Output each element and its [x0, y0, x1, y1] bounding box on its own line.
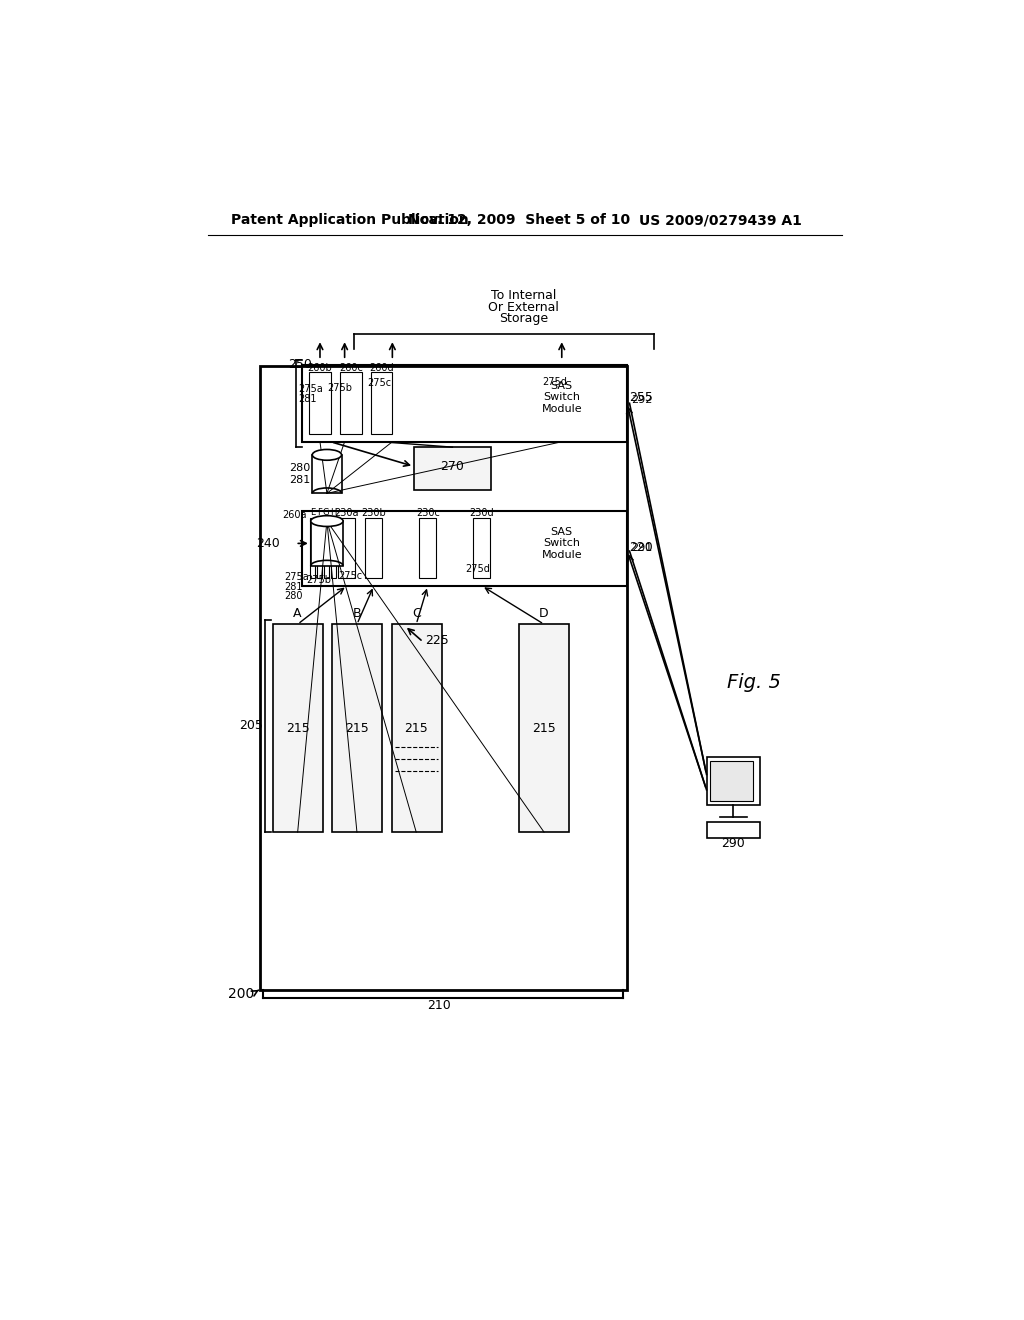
Text: Fig. 5: Fig. 5 — [727, 672, 781, 692]
Text: 281: 281 — [289, 475, 310, 486]
Text: 200: 200 — [227, 987, 254, 1001]
Text: 240: 240 — [256, 537, 280, 550]
Text: US 2009/0279439 A1: US 2009/0279439 A1 — [639, 213, 802, 227]
Text: 260c: 260c — [339, 363, 362, 372]
Text: 230d: 230d — [469, 508, 494, 517]
Text: 230a: 230a — [335, 508, 359, 517]
Bar — [371, 372, 392, 434]
Bar — [312, 455, 342, 494]
Text: Module: Module — [542, 404, 582, 413]
Text: 275b: 275b — [306, 576, 331, 585]
Bar — [419, 517, 436, 578]
Bar — [273, 624, 323, 832]
Text: 280: 280 — [289, 463, 310, 473]
Bar — [707, 822, 761, 838]
Text: Switch: Switch — [544, 539, 581, 548]
Text: 260d: 260d — [370, 363, 394, 372]
Text: 275c: 275c — [368, 379, 392, 388]
Text: 275a: 275a — [298, 384, 324, 395]
Text: 210: 210 — [427, 999, 451, 1012]
Text: Patent Application Publication: Patent Application Publication — [230, 213, 468, 227]
Text: 215: 215 — [345, 722, 369, 735]
Text: H: H — [330, 508, 336, 517]
Text: 275d: 275d — [466, 564, 490, 574]
Text: 291: 291 — [631, 543, 652, 553]
Text: 215: 215 — [404, 722, 428, 735]
Bar — [391, 624, 441, 832]
Text: F: F — [316, 508, 322, 517]
Bar — [310, 517, 315, 578]
Text: 275a: 275a — [285, 572, 309, 582]
Text: To Internal: To Internal — [490, 289, 556, 302]
Text: 225: 225 — [425, 634, 449, 647]
Text: A: A — [294, 607, 302, 620]
Text: Nov. 12, 2009  Sheet 5 of 10: Nov. 12, 2009 Sheet 5 of 10 — [408, 213, 630, 227]
Bar — [301, 364, 628, 442]
Ellipse shape — [310, 516, 343, 527]
Bar — [710, 762, 753, 801]
Bar — [324, 517, 330, 578]
Bar — [519, 624, 569, 832]
Text: 292: 292 — [631, 395, 652, 405]
Bar — [316, 517, 323, 578]
Text: 280: 280 — [285, 591, 303, 601]
Text: Or External: Or External — [487, 301, 559, 314]
Ellipse shape — [312, 450, 342, 461]
Text: E: E — [309, 508, 315, 517]
Text: Storage: Storage — [499, 312, 548, 325]
Text: 230c: 230c — [416, 508, 439, 517]
Bar — [309, 372, 331, 434]
Text: B: B — [352, 607, 361, 620]
Text: C: C — [412, 607, 421, 620]
Bar — [473, 517, 490, 578]
Text: 270: 270 — [440, 459, 464, 473]
Text: 220: 220 — [630, 541, 653, 554]
Text: 230b: 230b — [361, 508, 386, 517]
Bar — [301, 511, 628, 586]
Bar — [707, 758, 761, 805]
Text: 260a: 260a — [283, 510, 307, 520]
Text: 260b: 260b — [307, 363, 333, 372]
Text: 215: 215 — [532, 722, 556, 735]
Text: SAS: SAS — [551, 527, 572, 537]
Text: SAS: SAS — [551, 380, 572, 391]
Bar — [339, 517, 355, 578]
Bar — [414, 447, 490, 490]
Bar — [260, 367, 628, 990]
Text: 215: 215 — [286, 722, 309, 735]
Text: 275c: 275c — [339, 570, 362, 581]
Text: 290: 290 — [722, 837, 745, 850]
Bar — [333, 624, 382, 832]
Text: 250: 250 — [289, 358, 312, 371]
Text: D: D — [540, 607, 549, 620]
Bar — [366, 517, 382, 578]
Text: 275d: 275d — [543, 376, 567, 387]
Bar — [331, 517, 336, 578]
Text: 205: 205 — [240, 719, 263, 733]
Text: 281: 281 — [285, 582, 303, 591]
Text: G: G — [323, 508, 330, 517]
Text: Switch: Switch — [544, 392, 581, 403]
Text: Module: Module — [542, 550, 582, 560]
Bar — [310, 521, 343, 566]
Text: 275b: 275b — [327, 383, 352, 393]
Text: 281: 281 — [298, 395, 316, 404]
Text: 255: 255 — [630, 391, 653, 404]
Bar — [340, 372, 361, 434]
